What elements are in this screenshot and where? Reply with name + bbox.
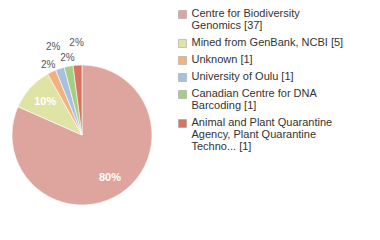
svg-text:Animal and Plant QuarantineAge: Animal and Plant QuarantineAgency, Plant… (192, 116, 333, 152)
svg-text:2%: 2% (60, 52, 75, 63)
svg-text:Unknown [1]: Unknown [1] (192, 53, 253, 65)
svg-text:University of Oulu [1]: University of Oulu [1] (192, 70, 294, 82)
svg-text:Canadian Centre for DNABarcodi: Canadian Centre for DNABarcoding [1] (192, 87, 318, 111)
svg-text:10%: 10% (34, 95, 56, 107)
svg-text:2%: 2% (69, 37, 84, 48)
svg-text:2%: 2% (46, 41, 61, 52)
svg-text:2%: 2% (41, 59, 56, 70)
svg-text:Mined from GenBank, NCBI [5]: Mined from GenBank, NCBI [5] (192, 36, 344, 48)
svg-text:80%: 80% (99, 171, 121, 183)
svg-text:Centre for BiodiversityGenomic: Centre for BiodiversityGenomics [37] (192, 7, 301, 31)
